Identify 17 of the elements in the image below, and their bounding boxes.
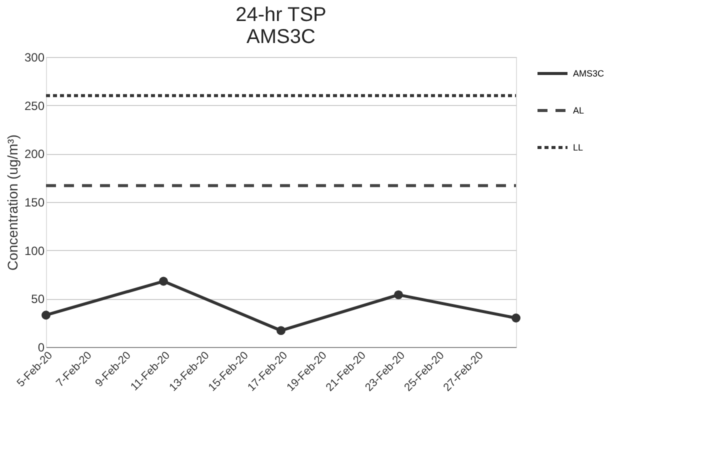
point xyxy=(159,276,168,286)
chart-title: 24-hr TSP AMS3C xyxy=(236,4,326,48)
y-tick-label: 50 xyxy=(31,292,45,306)
y-tick-label: 0 xyxy=(38,340,45,354)
point xyxy=(512,314,520,322)
y-tick-label: 300 xyxy=(24,50,45,64)
y-axis-title: Concentration (ug/m³) xyxy=(4,134,20,271)
y-tick-label: 100 xyxy=(24,244,45,258)
legend-label: AL xyxy=(573,106,584,116)
point xyxy=(394,290,403,300)
point xyxy=(276,326,286,336)
y-tick-label: 200 xyxy=(24,147,45,162)
point xyxy=(42,310,50,320)
y-tick-label: 250 xyxy=(24,98,45,113)
legend-label: LL xyxy=(573,142,584,152)
legend-label: AMS3C xyxy=(573,68,605,78)
y-tick-label: 150 xyxy=(24,196,45,210)
